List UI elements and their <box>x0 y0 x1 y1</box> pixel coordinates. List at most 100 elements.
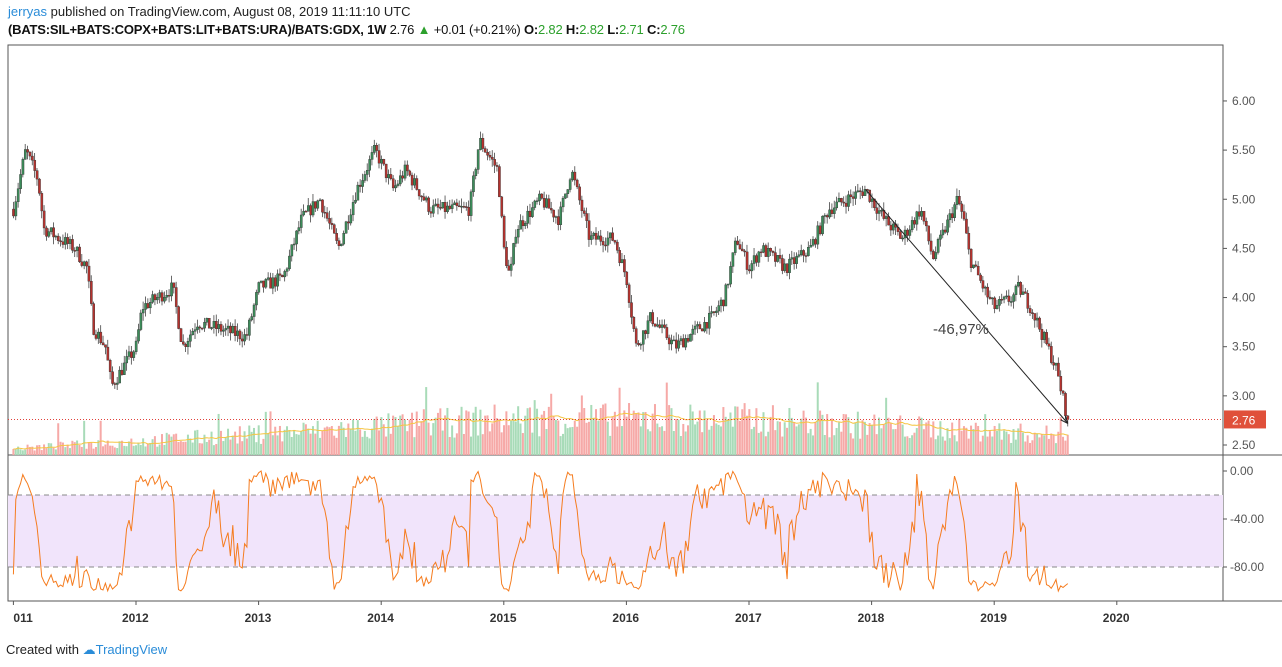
price-tick-label: 4.00 <box>1232 291 1256 305</box>
volume-bar <box>359 429 362 455</box>
candle <box>394 185 397 189</box>
high-value: 2.82 <box>579 22 604 37</box>
volume-bar <box>736 406 739 455</box>
candle <box>259 280 263 283</box>
volume-bar <box>297 434 300 455</box>
candle <box>948 213 952 221</box>
candle <box>368 159 371 171</box>
volume-bar <box>1033 432 1036 455</box>
time-tick-label: 2017 <box>735 611 762 625</box>
candle <box>561 197 565 208</box>
volume-bar <box>234 431 237 455</box>
volume-bar <box>576 426 579 455</box>
candle <box>858 190 862 192</box>
volume-bar <box>979 441 982 455</box>
candle <box>250 316 254 321</box>
volume-bar <box>538 436 541 455</box>
volume-bar <box>408 419 411 455</box>
candle <box>1021 291 1025 295</box>
volume-bar <box>970 425 973 455</box>
volume-bar <box>623 410 626 455</box>
candle <box>182 341 185 345</box>
candle <box>483 148 487 153</box>
candle <box>927 225 930 242</box>
chart[interactable]: 6.00 5.50 5.00 4.50 4.00 3.50 3.00 2.50 0.00 -40.… <box>0 40 1282 632</box>
volume-bar <box>521 433 524 455</box>
candle <box>743 250 747 253</box>
volume-bar <box>696 421 699 455</box>
publish-text: published on TradingView.com, August 08,… <box>50 4 411 19</box>
volume-bar <box>750 429 753 455</box>
volume-bar <box>352 419 355 455</box>
volume-bar <box>705 420 708 455</box>
oscillator-line <box>12 470 1069 593</box>
tradingview-brand[interactable]: TradingView <box>95 642 168 657</box>
volume-bar <box>387 413 390 455</box>
candle <box>811 239 815 246</box>
axes: 6.00 5.50 5.00 4.50 4.00 3.50 3.00 2.50 0.00 -40.… <box>12 94 1266 625</box>
candle <box>80 261 84 266</box>
candle <box>542 198 546 208</box>
volume-bar <box>271 435 274 455</box>
volume-bar <box>245 438 248 455</box>
author-link[interactable]: jerryas <box>8 4 48 19</box>
volume-bar <box>734 406 737 455</box>
candle <box>870 198 874 202</box>
volume-bar <box>602 404 605 455</box>
volume-bar <box>342 427 345 455</box>
candle <box>906 229 909 236</box>
volume-bar <box>269 411 272 455</box>
volume-bar <box>684 431 687 455</box>
candle <box>1050 346 1053 363</box>
volume-bar <box>52 447 55 455</box>
candle <box>73 250 77 252</box>
volume-bar <box>467 411 470 455</box>
time-tick-label: 2015 <box>490 611 517 625</box>
candle <box>292 243 296 246</box>
last-price: 2.76 <box>389 22 415 37</box>
candle <box>731 252 735 267</box>
volume-bar <box>597 420 600 455</box>
candle <box>837 198 841 203</box>
candle <box>283 271 287 278</box>
time-tick-label: 2020 <box>1103 611 1130 625</box>
candle <box>703 322 706 332</box>
volume-bar <box>873 414 876 455</box>
volume-bar <box>977 425 980 455</box>
candle <box>299 214 303 228</box>
annotation[interactable]: -46,97% <box>865 189 1069 424</box>
candle <box>729 266 732 285</box>
candle <box>917 211 921 217</box>
candle <box>488 155 492 158</box>
candle <box>297 227 301 232</box>
volume-bar <box>31 446 34 455</box>
candle <box>179 328 183 342</box>
volume-bar <box>927 420 930 455</box>
candle <box>1059 376 1063 392</box>
candle <box>167 295 171 297</box>
candle <box>533 200 537 208</box>
tradingview-logo-icon[interactable]: ☁ <box>82 642 96 657</box>
volume-bar <box>241 441 244 455</box>
volume-bar <box>219 430 222 455</box>
volume-bar <box>319 437 322 455</box>
volume-bar <box>837 422 840 455</box>
candle <box>481 138 485 149</box>
candle <box>684 338 688 348</box>
candle <box>332 224 336 234</box>
candle <box>97 331 100 339</box>
candle <box>564 193 567 199</box>
volume-bar <box>720 426 723 455</box>
candle <box>460 206 463 208</box>
volume-bar <box>679 436 682 455</box>
candle <box>979 274 982 281</box>
candle <box>311 201 315 216</box>
candle <box>137 329 140 342</box>
volume-bar <box>819 410 822 455</box>
candle <box>236 330 239 336</box>
volume-bar <box>986 436 989 455</box>
volume-bar <box>1062 436 1065 455</box>
candle <box>601 241 605 246</box>
candle <box>403 164 407 179</box>
volume-bar <box>958 418 961 455</box>
